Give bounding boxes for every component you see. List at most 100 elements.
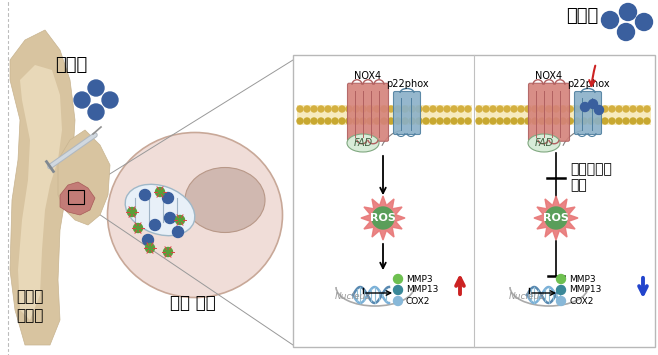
Circle shape xyxy=(393,285,403,295)
FancyBboxPatch shape xyxy=(297,105,472,125)
Circle shape xyxy=(630,106,636,112)
Circle shape xyxy=(553,106,559,112)
Circle shape xyxy=(402,106,408,112)
Circle shape xyxy=(395,106,401,112)
Circle shape xyxy=(511,106,517,112)
FancyBboxPatch shape xyxy=(293,55,655,347)
Text: 퇴행성
관절염: 퇴행성 관절염 xyxy=(16,289,43,323)
Text: 관절 세포: 관절 세포 xyxy=(170,294,216,312)
Circle shape xyxy=(367,118,373,124)
Circle shape xyxy=(588,99,597,109)
Text: p22phox: p22phox xyxy=(567,79,609,89)
Polygon shape xyxy=(10,30,75,345)
Circle shape xyxy=(88,80,104,96)
Circle shape xyxy=(483,118,489,124)
Circle shape xyxy=(595,106,601,112)
Circle shape xyxy=(539,106,545,112)
Text: MMP3: MMP3 xyxy=(406,274,432,284)
Circle shape xyxy=(567,106,573,112)
Circle shape xyxy=(637,118,643,124)
Circle shape xyxy=(402,118,408,124)
Circle shape xyxy=(497,118,503,124)
Circle shape xyxy=(532,118,538,124)
Text: MMP3: MMP3 xyxy=(569,274,595,284)
Circle shape xyxy=(163,247,172,257)
Circle shape xyxy=(409,118,415,124)
Circle shape xyxy=(149,219,161,230)
Circle shape xyxy=(395,118,401,124)
Circle shape xyxy=(595,118,601,124)
Circle shape xyxy=(580,103,590,111)
Text: 활성산소종: 활성산소종 xyxy=(570,163,612,176)
FancyBboxPatch shape xyxy=(528,83,570,141)
Circle shape xyxy=(609,118,615,124)
Circle shape xyxy=(557,296,565,306)
Circle shape xyxy=(360,118,366,124)
Circle shape xyxy=(423,118,429,124)
Circle shape xyxy=(630,118,636,124)
Circle shape xyxy=(332,106,338,112)
Circle shape xyxy=(381,106,387,112)
Text: p22phox: p22phox xyxy=(386,79,428,89)
Circle shape xyxy=(416,118,422,124)
Polygon shape xyxy=(18,65,62,320)
Polygon shape xyxy=(534,196,578,240)
Text: FAD: FAD xyxy=(534,138,553,148)
Circle shape xyxy=(451,106,457,112)
Circle shape xyxy=(325,118,331,124)
Circle shape xyxy=(616,118,622,124)
Circle shape xyxy=(88,104,104,120)
Circle shape xyxy=(145,244,155,252)
Polygon shape xyxy=(60,182,95,215)
Text: COX2: COX2 xyxy=(569,296,594,306)
Circle shape xyxy=(164,213,176,224)
Circle shape xyxy=(311,106,317,112)
Circle shape xyxy=(532,106,538,112)
Text: NOX4: NOX4 xyxy=(355,71,382,81)
Circle shape xyxy=(574,118,580,124)
Circle shape xyxy=(560,106,566,112)
Circle shape xyxy=(574,106,580,112)
Ellipse shape xyxy=(125,184,195,236)
Text: Nucleus: Nucleus xyxy=(509,292,545,301)
Circle shape xyxy=(609,106,615,112)
Circle shape xyxy=(504,118,510,124)
Circle shape xyxy=(490,118,496,124)
Circle shape xyxy=(644,118,650,124)
Circle shape xyxy=(504,106,510,112)
Polygon shape xyxy=(361,196,405,240)
Circle shape xyxy=(483,106,489,112)
Circle shape xyxy=(393,296,403,306)
Ellipse shape xyxy=(185,168,265,233)
Circle shape xyxy=(139,190,151,201)
Circle shape xyxy=(367,106,373,112)
Circle shape xyxy=(388,106,394,112)
Circle shape xyxy=(374,118,380,124)
Circle shape xyxy=(546,118,552,124)
Circle shape xyxy=(458,118,464,124)
Circle shape xyxy=(304,106,310,112)
Circle shape xyxy=(409,106,415,112)
Circle shape xyxy=(423,106,429,112)
Circle shape xyxy=(497,106,503,112)
Text: 미토셀: 미토셀 xyxy=(55,56,88,74)
Circle shape xyxy=(339,106,345,112)
Text: Nucleus: Nucleus xyxy=(335,292,371,301)
Circle shape xyxy=(465,118,471,124)
Circle shape xyxy=(332,118,338,124)
Circle shape xyxy=(636,13,653,31)
Circle shape xyxy=(393,274,403,284)
Text: MMP13: MMP13 xyxy=(569,285,601,295)
Circle shape xyxy=(155,187,164,197)
Text: 미토셀: 미토셀 xyxy=(566,7,598,25)
Circle shape xyxy=(553,118,559,124)
Text: ROS: ROS xyxy=(543,213,569,223)
Circle shape xyxy=(557,274,565,284)
Circle shape xyxy=(297,118,303,124)
Circle shape xyxy=(437,106,443,112)
Circle shape xyxy=(539,118,545,124)
Circle shape xyxy=(134,224,143,233)
FancyBboxPatch shape xyxy=(347,83,388,141)
Circle shape xyxy=(518,118,524,124)
Circle shape xyxy=(594,105,603,115)
